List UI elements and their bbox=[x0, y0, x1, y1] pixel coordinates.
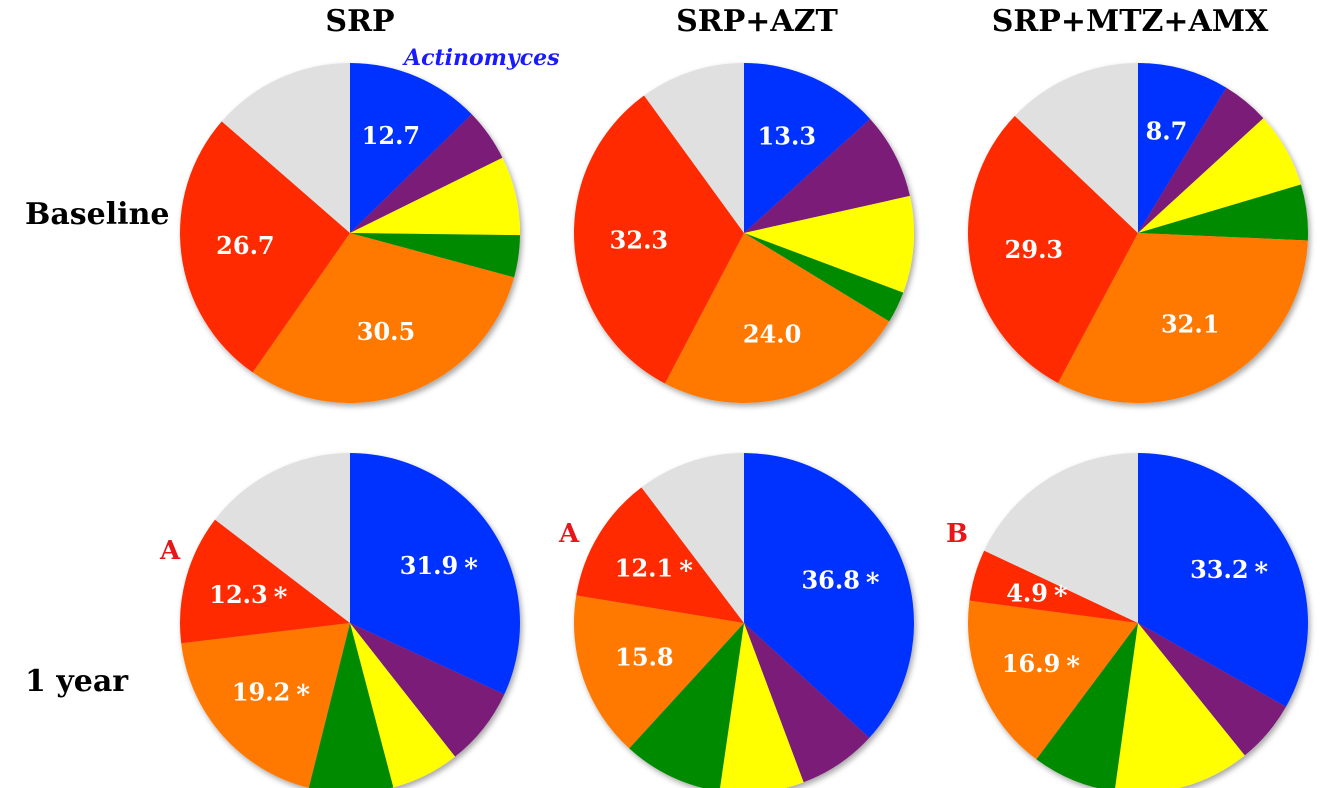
pie-srp-mtz-amx-1-year-slice-purple bbox=[1138, 623, 1286, 756]
pie-srp-mtz-amx-baseline-slice-green bbox=[1138, 184, 1309, 241]
pie-srp-1-year-labels: 31.9 * 19.2 * 12.3 * bbox=[209, 551, 478, 711]
pie-srp-mtz-amx-baseline bbox=[967, 63, 1309, 404]
pie-srp-mtz-amx-baseline-slice-gray bbox=[1014, 63, 1138, 233]
pie-srp-baseline bbox=[180, 63, 521, 403]
significance-star: * bbox=[296, 681, 310, 711]
pie-srp-azt-baseline bbox=[574, 63, 915, 404]
pie-srp-azt-baseline-slice-yellow bbox=[744, 195, 915, 293]
pie-srp-mtz-amx-baseline-label-blue: 8.7 bbox=[1146, 117, 1188, 146]
pie-srp-azt-1-year-slice-red bbox=[576, 487, 744, 623]
pie-srp-azt-1-year-slice-purple bbox=[744, 623, 870, 783]
pie-srp-baseline-slice-blue bbox=[350, 63, 472, 233]
row-label-baseline: Baseline bbox=[25, 197, 169, 232]
pie-srp-mtz-amx-1-year-slice-green bbox=[1036, 623, 1138, 788]
pie-srp-azt-1-year-slice-blue bbox=[744, 453, 915, 738]
pie-srp-1-year bbox=[179, 453, 520, 788]
column-title-srp-mtz-amx: SRP+MTZ+AMX bbox=[992, 4, 1269, 39]
pie-srp-mtz-amx-baseline-slice-red bbox=[967, 115, 1138, 383]
row-label-1-year: 1 year bbox=[25, 664, 129, 699]
pie-srp-azt-baseline-slice-red bbox=[574, 95, 744, 384]
significance-star: * bbox=[274, 583, 288, 613]
pie-srp-azt-baseline-slice-purple bbox=[744, 118, 910, 233]
significance-star: * bbox=[464, 554, 478, 584]
pie-srp-1-year-label-orange: 19.2 * bbox=[232, 678, 310, 711]
pie-srp-azt-1-year-slice-gray bbox=[641, 453, 744, 623]
pie-srp-mtz-amx-baseline-label-orange: 32.1 bbox=[1161, 310, 1219, 339]
pie-srp-azt-baseline-label-blue: 13.3 bbox=[758, 122, 816, 151]
pie-srp-azt-1-year-labels: 36.8 * 15.8 12.1 * bbox=[615, 554, 880, 672]
column-title-srp: SRP bbox=[325, 4, 394, 39]
significance-star: * bbox=[1066, 652, 1080, 682]
pie-srp-mtz-amx-1-year-group-letter: B bbox=[946, 519, 968, 549]
pie-srp-mtz-amx-1-year bbox=[968, 453, 1308, 788]
pie-srp-1-year-slice-blue bbox=[350, 453, 520, 695]
pie-srp-azt-1-year-group-letter: A bbox=[558, 519, 580, 549]
pie-srp-baseline-slice-red bbox=[180, 121, 350, 373]
pie-srp-mtz-amx-baseline-slice-purple bbox=[1138, 87, 1264, 234]
pie-srp-baseline-slice-orange bbox=[252, 233, 515, 403]
pie-srp-1-year-slice-purple bbox=[350, 623, 505, 757]
significance-star: * bbox=[679, 557, 693, 587]
pie-srp-azt-1-year-slice-orange bbox=[573, 595, 744, 749]
pie-srp-mtz-amx-1-year-slice-red bbox=[969, 550, 1138, 623]
significance-star: * bbox=[1054, 581, 1068, 611]
pie-srp-azt-1-year-label-blue: 36.8 * bbox=[801, 566, 879, 599]
pie-srp-mtz-amx-1-year-slice-yellow bbox=[1115, 623, 1245, 788]
pie-srp-mtz-amx-baseline-label-red: 29.3 bbox=[1005, 235, 1063, 264]
pie-srp-azt-baseline-slice-orange bbox=[664, 233, 890, 404]
pie-srp-1-year-label-blue: 31.9 * bbox=[400, 551, 478, 584]
pie-srp-1-year-group-letter: A bbox=[159, 536, 181, 566]
pie-srp-mtz-amx-1-year-labels: 33.2 * 16.9 * 4.9 * bbox=[1002, 555, 1269, 682]
pie-srp-azt-1-year-label-red: 12.1 * bbox=[615, 554, 693, 587]
pie-srp-mtz-amx-1-year-label-red: 4.9 * bbox=[1006, 578, 1068, 611]
pie-srp-baseline-label-red: 26.7 bbox=[216, 231, 274, 260]
significance-star: * bbox=[1255, 558, 1269, 588]
pie-srp-azt-1-year-slice-yellow bbox=[719, 623, 804, 788]
pie-srp-mtz-amx-1-year-label-orange: 16.9 * bbox=[1002, 649, 1080, 682]
pie-srp-azt-1-year-label-orange: 15.8 bbox=[615, 643, 673, 672]
pie-srp-mtz-amx-baseline-slice-blue bbox=[1138, 63, 1227, 233]
pie-srp-1-year-slice-yellow bbox=[350, 623, 456, 788]
pie-srp-mtz-amx-1-year-label-blue: 33.2 * bbox=[1190, 555, 1268, 588]
pie-srp-azt-baseline-slice-gray bbox=[644, 63, 744, 233]
pie-srp-azt-1-year bbox=[573, 453, 915, 788]
pie-srp-1-year-label-red: 12.3 * bbox=[209, 580, 287, 613]
pie-srp-baseline-slice-green bbox=[350, 233, 520, 278]
pie-srp-baseline-label-blue: 12.7 bbox=[362, 121, 420, 150]
actinomyces-annotation: Actinomyces bbox=[402, 45, 560, 71]
pie-srp-azt-baseline-slice-blue bbox=[744, 63, 871, 233]
pie-srp-1-year-slice-orange bbox=[181, 623, 350, 788]
significance-star: * bbox=[866, 569, 880, 599]
pie-srp-mtz-amx-baseline-labels: 8.7 32.1 29.3 bbox=[1005, 117, 1220, 339]
pie-srp-mtz-amx-baseline-slice-orange bbox=[1057, 233, 1308, 404]
pie-srp-mtz-amx-1-year-slice-orange bbox=[968, 600, 1138, 760]
pie-srp-azt-baseline-label-orange: 24.0 bbox=[743, 320, 801, 349]
pie-srp-1-year-slice-green bbox=[308, 623, 394, 788]
pie-srp-azt-1-year-slice-green bbox=[629, 623, 744, 788]
pie-srp-1-year-slice-red bbox=[179, 519, 350, 644]
pie-srp-baseline-slice-gray bbox=[221, 63, 350, 233]
pie-srp-azt-baseline-label-red: 32.3 bbox=[610, 226, 668, 255]
pie-srp-azt-baseline-labels: 13.3 24.0 32.3 bbox=[610, 122, 816, 349]
pie-charts-group: 12.7 30.5 26.7 13.3 24.0 32.3 8.7 32.1 29.3 31.9 *… bbox=[159, 63, 1309, 788]
pie-srp-azt-baseline-slice-green bbox=[744, 233, 904, 322]
pie-srp-mtz-amx-1-year-slice-gray bbox=[984, 453, 1138, 623]
pie-srp-baseline-slice-purple bbox=[350, 114, 503, 233]
pie-srp-mtz-amx-1-year-slice-blue bbox=[1138, 453, 1308, 707]
column-title-srp-azt: SRP+AZT bbox=[676, 4, 838, 39]
pie-srp-baseline-label-orange: 30.5 bbox=[357, 317, 415, 346]
pie-srp-baseline-labels: 12.7 30.5 26.7 bbox=[216, 121, 420, 346]
pie-srp-baseline-slice-yellow bbox=[350, 157, 521, 236]
pie-srp-1-year-slice-gray bbox=[215, 453, 350, 623]
pie-srp-mtz-amx-baseline-slice-yellow bbox=[1138, 118, 1301, 233]
